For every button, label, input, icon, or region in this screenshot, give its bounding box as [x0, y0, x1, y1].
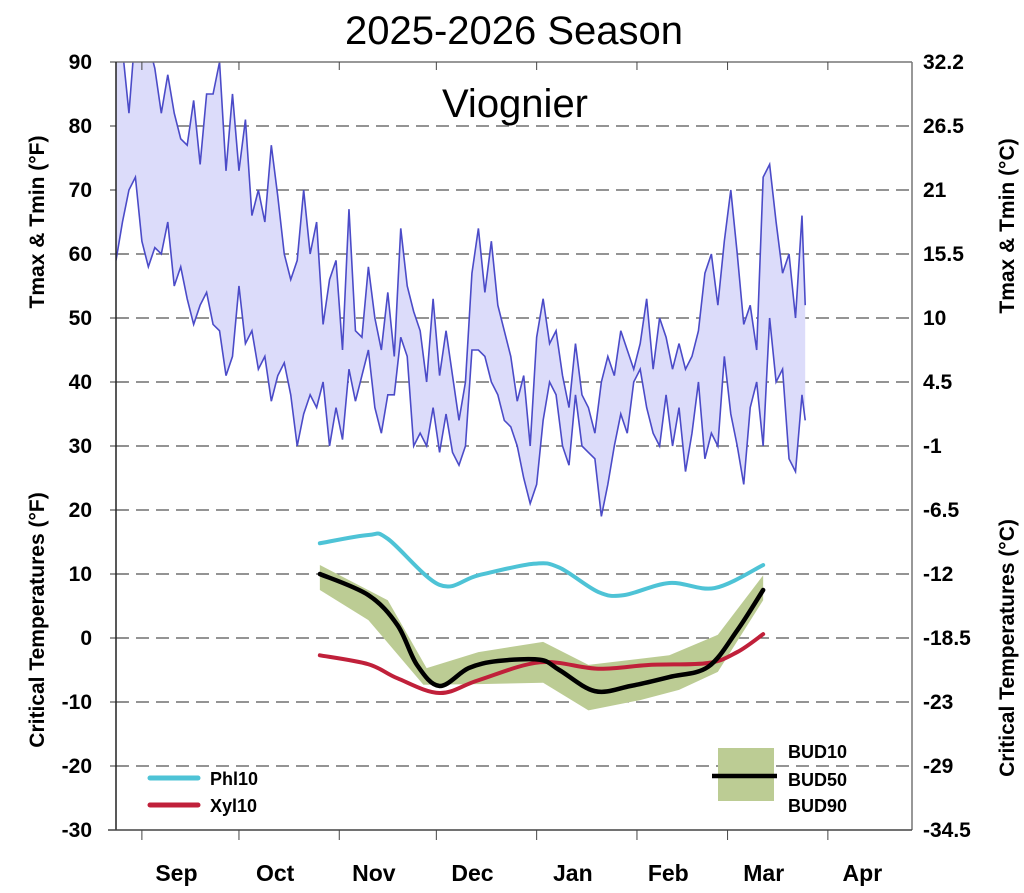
- bud50-line: [317, 571, 766, 695]
- x-tick-label: Jan: [553, 860, 593, 886]
- y-tick-label-right: -23: [923, 691, 953, 714]
- y-axis-label-right-bottom: Critical Temperatures (°C): [996, 519, 1019, 777]
- y-tick-label-right: -29: [923, 755, 953, 778]
- y-tick-label-left: 10: [69, 563, 92, 586]
- y-tick-label-right: -6.5: [923, 499, 960, 522]
- tmax-line: [122, 62, 807, 447]
- y-axis-label-right-top: Tmax & Tmin (°C): [996, 138, 1019, 313]
- y-tick-label-left: 50: [69, 307, 92, 330]
- legend: Phl10 Xyl10 BUD10 BUD50 BUD90: [147, 742, 847, 816]
- x-tick-label: Nov: [352, 860, 396, 886]
- y-tick-label-left: 60: [69, 243, 92, 266]
- y-tick-label-left: 30: [69, 435, 92, 458]
- y-tick-label-left: 90: [69, 51, 92, 74]
- y-tick-label-right: 10: [923, 307, 946, 330]
- y-tick-label-left: -20: [62, 755, 92, 778]
- y-tick-label-right: -34.5: [923, 819, 971, 842]
- y-tick-label-right: -12: [923, 563, 953, 586]
- phl10-line: [317, 531, 766, 598]
- bud10-bud90-band: [319, 565, 764, 711]
- legend-label-bud50: BUD50: [788, 770, 847, 790]
- x-tick-label: Feb: [648, 860, 689, 886]
- y-tick-label-right: -18.5: [923, 627, 971, 650]
- x-tick-label: Dec: [451, 860, 493, 886]
- y-tick-label-right: -1: [923, 435, 942, 458]
- tmin-line: [116, 174, 807, 517]
- y-tick-label-right: 32.2: [923, 51, 964, 74]
- y-tick-label-left: 40: [69, 371, 92, 394]
- x-tick-label: Mar: [743, 860, 784, 886]
- y-axis-label-left-top: Tmax & Tmin (°F): [26, 136, 49, 309]
- legend-label-xyl10: Xyl10: [210, 796, 257, 816]
- x-tick-label: Apr: [843, 860, 883, 886]
- y-tick-label-left: -30: [62, 819, 92, 842]
- legend-label-phl10: Phl10: [210, 769, 258, 789]
- y-axis-label-left-bottom: Critical Temperatures (°F): [26, 492, 49, 747]
- y-tick-label-right: 15.5: [923, 243, 964, 266]
- y-tick-label-left: -10: [62, 691, 92, 714]
- tmax-tmin-fill: [116, 62, 806, 517]
- y-tick-label-left: 0: [80, 627, 92, 650]
- x-tick-label: Oct: [256, 860, 295, 886]
- temperature-series: [116, 62, 807, 517]
- legend-label-bud10: BUD10: [788, 742, 847, 762]
- y-tick-label-left: 80: [69, 115, 92, 138]
- x-tick-label: Sep: [155, 860, 197, 886]
- y-tick-label-left: 20: [69, 499, 92, 522]
- legend-label-bud90: BUD90: [788, 796, 847, 816]
- chart-subtitle: Viognier: [442, 82, 588, 126]
- y-tick-label-right: 26.5: [923, 115, 964, 138]
- y-tick-label-left: 70: [69, 179, 92, 202]
- y-tick-label-right: 21: [923, 179, 947, 202]
- xyl10-line: [317, 632, 766, 696]
- critical-temperature-series: [317, 531, 766, 711]
- chart-title: 2025-2026 Season: [345, 9, 683, 53]
- y-tick-label-right: 4.5: [923, 371, 953, 394]
